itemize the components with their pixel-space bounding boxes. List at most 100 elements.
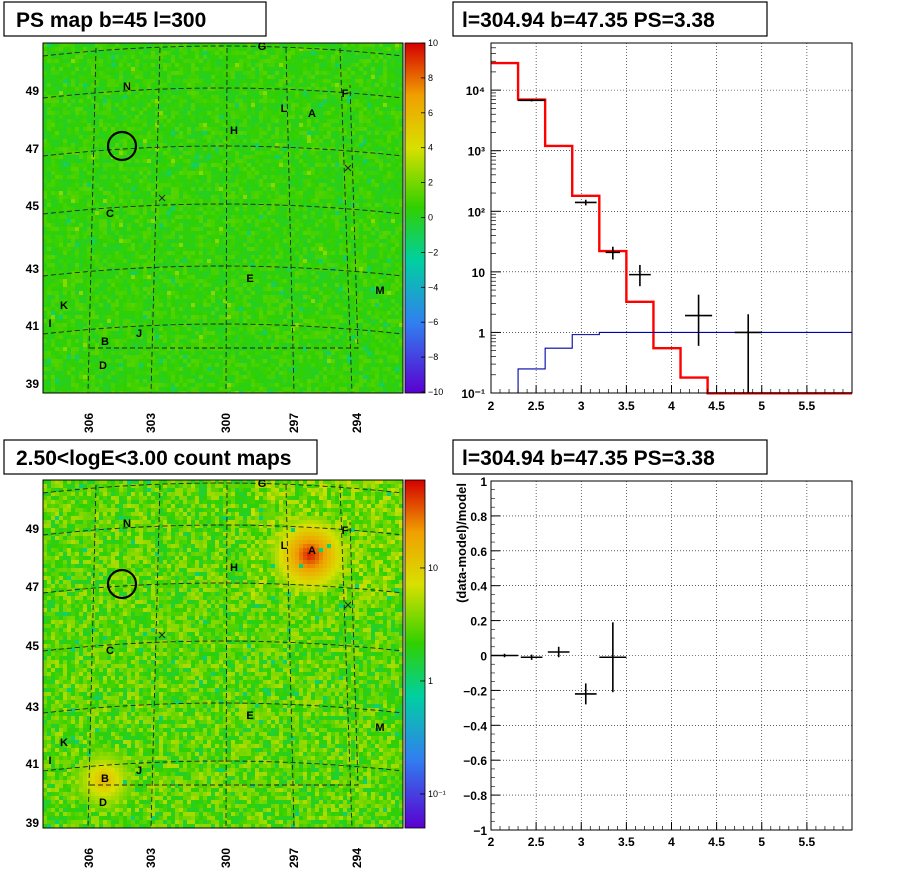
heatmap-cell [63,135,67,139]
heatmap-cell [119,43,123,47]
heatmap-cell [303,243,307,247]
heatmap-cell [267,251,271,255]
heatmap-cell [399,151,403,155]
heatmap-cell [163,95,167,99]
heatmap-cell [95,211,99,215]
heatmap-cell [51,131,55,135]
heatmap-cell [267,115,271,119]
heatmap-cell [227,187,231,191]
heatmap-cell [115,195,119,199]
heatmap-cell [155,215,159,219]
heatmap-cell [311,227,315,231]
heatmap-cell [55,259,59,263]
heatmap-cell [155,83,159,87]
heatmap-cell [319,219,323,223]
heatmap-cell [363,187,367,191]
heatmap-cell [307,255,311,259]
heatmap-cell [299,55,303,59]
heatmap-cell [307,43,311,47]
heatmap-cell [111,227,115,231]
heatmap-cell [335,75,339,79]
heatmap-cell [319,203,323,207]
heatmap-cell [63,75,67,79]
heatmap-cell [255,231,259,235]
heatmap-cell [203,51,207,55]
heatmap-cell [339,43,343,47]
heatmap-cell [223,67,227,71]
heatmap-cell [295,75,299,79]
heatmap-cell [383,71,387,75]
heatmap-cell [383,143,387,147]
heatmap-cell [331,51,335,55]
heatmap-cell [243,223,247,227]
heatmap-cell [63,223,67,227]
heatmap-cell [95,195,99,199]
heatmap-cell [131,95,135,99]
heatmap-cell [147,123,151,127]
heatmap-cell [287,179,291,183]
heatmap-cell [391,215,395,219]
heatmap-cell [391,115,395,119]
heatmap-cell [59,107,63,111]
heatmap-cell [275,127,279,131]
heatmap-cell [203,243,207,247]
heatmap-cell [227,103,231,107]
heatmap-cell [307,107,311,111]
heatmap-cell [207,215,211,219]
heatmap-cell [55,215,59,219]
heatmap-cell [151,79,155,83]
heatmap-cell [151,51,155,55]
heatmap-cell [391,239,395,243]
heatmap-cell [51,239,55,243]
heatmap-cell [171,211,175,215]
heatmap-cell [227,47,231,51]
heatmap-cell [371,147,375,151]
heatmap-cell [107,171,111,175]
heatmap-cell [307,143,311,147]
heatmap-cell [339,251,343,255]
heatmap-cell [79,155,83,159]
heatmap-cell [167,59,171,63]
heatmap-cell [67,155,71,159]
heatmap-cell [327,163,331,167]
heatmap-cell [163,163,167,167]
heatmap-cell [383,83,387,87]
heatmap-cell [231,195,235,199]
heatmap-cell [99,43,103,47]
heatmap-cell [63,47,67,51]
heatmap-cell [315,127,319,131]
heatmap-cell [267,111,271,115]
heatmap-cell [219,55,223,59]
heatmap-cell [119,223,123,227]
heatmap-cell [155,231,159,235]
heatmap-cell [379,199,383,203]
heatmap-cell [207,231,211,235]
heatmap-cell [383,171,387,175]
heatmap-cell [107,263,111,267]
heatmap-cell [367,195,371,199]
heatmap-cell [87,43,91,47]
heatmap-cell [127,111,131,115]
heatmap-cell [127,103,131,107]
heatmap-cell [343,227,347,231]
heatmap-cell [291,159,295,163]
heatmap-cell [271,155,275,159]
heatmap-cell [195,227,199,231]
heatmap-cell [283,219,287,223]
heatmap-cell [255,191,259,195]
heatmap-cell [323,107,327,111]
heatmap-cell [67,111,71,115]
heatmap-cell [355,231,359,235]
heatmap-cell [167,239,171,243]
heatmap-cell [279,167,283,171]
heatmap-cell [271,167,275,171]
heatmap-cell [283,103,287,107]
heatmap-cell [307,251,311,255]
heatmap-cell [119,259,123,263]
heatmap-cell [135,223,139,227]
heatmap-cell [387,163,391,167]
heatmap-cell [359,219,363,223]
heatmap-cell [363,211,367,215]
heatmap-cell [211,87,215,91]
heatmap-cell [55,231,59,235]
